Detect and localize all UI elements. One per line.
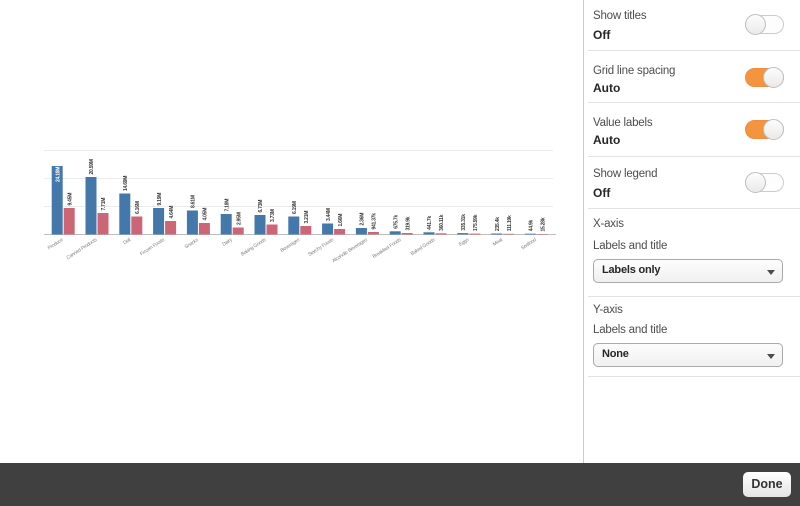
svg-text:Seafood: Seafood [520, 237, 538, 251]
svg-text:Baked Goods: Baked Goods [410, 237, 437, 257]
svg-text:9.19M: 9.19M [157, 193, 163, 206]
svg-text:1.66M: 1.66M [338, 214, 344, 227]
svg-text:Eggs: Eggs [458, 237, 471, 248]
svg-text:20.59M: 20.59M [89, 159, 95, 174]
svg-text:Snacks: Snacks [184, 237, 200, 251]
svg-text:175.59k: 175.59k [473, 214, 479, 231]
svg-text:441.7k: 441.7k [427, 216, 433, 230]
svg-text:2.95M: 2.95M [236, 212, 242, 225]
svg-text:44.9k: 44.9k [529, 219, 535, 231]
svg-text:6.16M: 6.16M [135, 201, 141, 214]
svg-text:Alcoholic Beverages: Alcoholic Beverages [331, 237, 369, 265]
svg-text:6.73M: 6.73M [258, 200, 264, 213]
svg-text:319.9k: 319.9k [405, 216, 411, 230]
svg-text:3.73M: 3.73M [270, 209, 276, 222]
svg-text:9.45M: 9.45M [67, 193, 73, 206]
svg-text:Frozen Foods: Frozen Foods [139, 237, 166, 258]
svg-text:Baking Goods: Baking Goods [240, 237, 268, 258]
svg-text:675.7k: 675.7k [393, 215, 399, 229]
svg-text:Produce: Produce [47, 237, 65, 251]
svg-text:4.64M: 4.64M [169, 206, 175, 219]
svg-text:Meat: Meat [492, 237, 504, 248]
svg-text:Dairy: Dairy [221, 237, 234, 248]
svg-text:360.11k: 360.11k [439, 214, 445, 231]
svg-text:335.31k: 335.31k [461, 214, 467, 231]
svg-text:15.28k: 15.28k [541, 217, 547, 231]
svg-text:Deli: Deli [122, 237, 132, 246]
svg-text:Breakfast Foods: Breakfast Foods [372, 237, 403, 260]
svg-text:7.18M: 7.18M [224, 199, 230, 212]
svg-text:8.61M: 8.61M [191, 195, 197, 208]
svg-text:941.37k: 941.37k [372, 213, 378, 230]
svg-text:4.05M: 4.05M [203, 208, 209, 221]
svg-text:6.19M: 6.19M [292, 201, 298, 214]
svg-text:Starchy Foods: Starchy Foods [307, 237, 335, 258]
svg-text:3.44M: 3.44M [326, 208, 332, 221]
svg-text:Beverages: Beverages [279, 237, 301, 254]
svg-text:3.21M: 3.21M [304, 211, 310, 224]
svg-text:235.4k: 235.4k [495, 217, 501, 231]
svg-text:14.69M: 14.69M [123, 176, 129, 191]
svg-text:24.18M: 24.18M [55, 167, 61, 182]
svg-text:2.36M: 2.36M [360, 213, 366, 226]
svg-text:111.19k: 111.19k [507, 215, 513, 231]
svg-text:Canned Products: Canned Products [66, 237, 99, 261]
svg-text:7.71M: 7.71M [101, 198, 107, 211]
